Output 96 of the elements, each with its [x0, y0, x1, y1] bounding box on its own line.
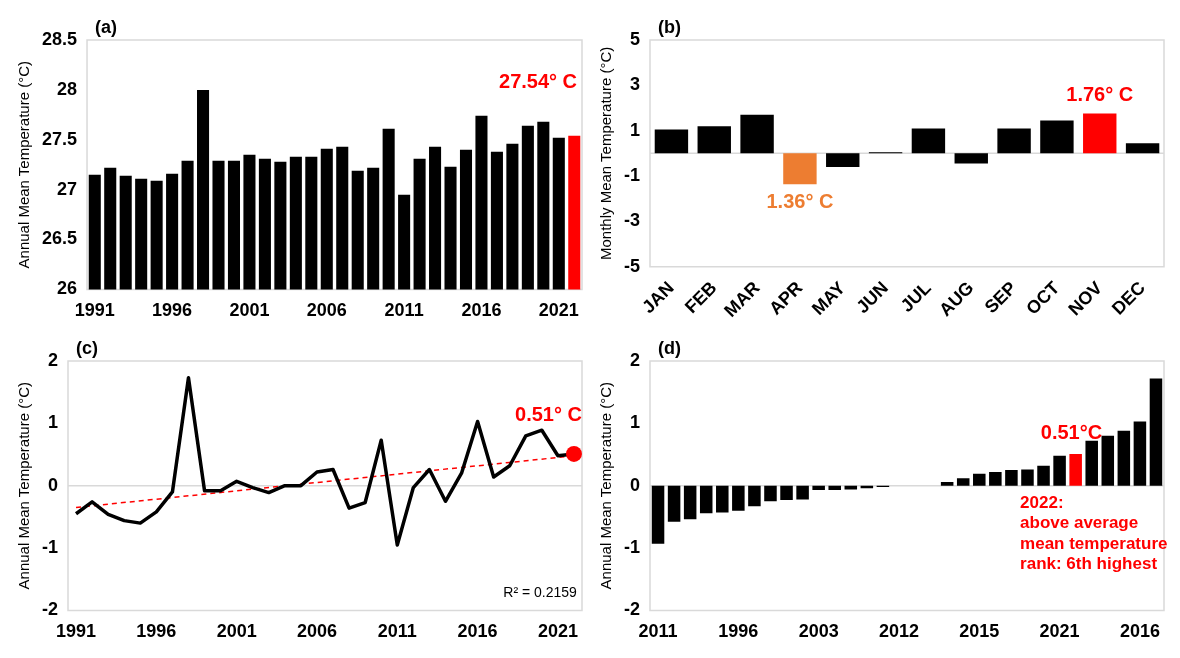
bar — [716, 485, 729, 513]
bar — [1005, 470, 1018, 486]
y-tick-label: 2 — [629, 349, 640, 370]
chart-title: (a) — [95, 16, 118, 37]
x-tick-label: 1996 — [152, 300, 193, 321]
x-tick-label: 2006 — [296, 621, 337, 642]
y-tick-label: -1 — [623, 537, 640, 558]
bar — [1083, 113, 1117, 154]
x-tick-label: 1996 — [718, 621, 759, 642]
x-tick-label: 2016 — [1119, 621, 1160, 642]
bar — [826, 153, 860, 167]
x-tick-label: 2011 — [377, 621, 417, 642]
bar — [956, 478, 970, 486]
bar — [740, 114, 774, 154]
annotation: R² = 0.2159 — [503, 583, 578, 600]
bar — [1085, 440, 1098, 486]
y-tick-label: 0 — [629, 474, 640, 495]
y-axis-title: Annual Mean Temperature (°C) — [15, 60, 33, 269]
bar — [683, 485, 697, 520]
bar — [796, 485, 809, 500]
bar — [911, 128, 946, 154]
bar — [697, 126, 731, 154]
x-tick-label: 2003 — [798, 621, 839, 642]
bar — [1040, 120, 1074, 154]
bar — [654, 129, 689, 154]
annotation: 0.51° C — [515, 403, 582, 426]
y-tick-label: 1 — [47, 412, 58, 433]
y-tick-label: 27 — [57, 178, 78, 199]
bar — [732, 485, 745, 511]
x-tick-label: 2021 — [1039, 621, 1080, 642]
x-tick-label: 2001 — [216, 621, 257, 642]
bar — [828, 485, 841, 491]
bar — [1053, 455, 1066, 486]
bar — [651, 485, 665, 544]
annotation: 1.36° C — [766, 189, 834, 212]
bar — [667, 485, 681, 522]
bar — [1149, 378, 1163, 486]
y-tick-label: -5 — [623, 255, 640, 276]
x-tick-label: 2006 — [306, 300, 347, 321]
bar — [1037, 465, 1050, 486]
x-tick-label: 2021 — [538, 300, 579, 321]
x-tick-label: 1991 — [74, 300, 115, 321]
x-tick-label: 2015 — [959, 621, 1000, 642]
bar — [1069, 453, 1082, 486]
x-tick-label: JUL — [896, 277, 935, 316]
x-tick-label: 2016 — [457, 621, 498, 642]
x-tick-label: 2011 — [638, 621, 678, 642]
x-tick-label: 1996 — [136, 621, 177, 642]
bar — [940, 481, 954, 486]
bar — [1133, 421, 1147, 486]
y-tick-label: -1 — [41, 537, 58, 558]
y-tick-label: 26 — [57, 278, 78, 299]
y-tick-label: 5 — [629, 28, 640, 49]
bar — [973, 473, 986, 486]
y-axis-title: Annual Mean Temperature (°C) — [15, 381, 33, 590]
y-tick-label: -1 — [623, 165, 640, 186]
y-axis-title: Monthly Mean Temperature (°C) — [597, 46, 615, 261]
bar — [783, 153, 817, 185]
x-tick-label: 2016 — [461, 300, 502, 321]
chart-title: (b) — [658, 16, 681, 37]
bar — [699, 485, 713, 514]
bar — [780, 485, 793, 501]
y-tick-label: 1 — [629, 412, 640, 433]
y-tick-label: -2 — [41, 599, 58, 620]
bar — [989, 471, 1002, 486]
chart-title: (c) — [76, 337, 99, 358]
y-tick-label: -2 — [623, 599, 640, 620]
y-tick-label: 28 — [57, 78, 78, 99]
y-tick-label: 3 — [629, 74, 640, 95]
x-tick-label: 2012 — [878, 621, 919, 642]
bar — [812, 485, 825, 491]
bar — [1101, 435, 1115, 486]
x-tick-label: 2011 — [384, 300, 424, 321]
bar — [764, 485, 777, 502]
y-tick-label: 26.5 — [41, 228, 78, 249]
y-tick-label: -3 — [623, 210, 640, 231]
x-tick-label: 2021 — [537, 621, 578, 642]
bar — [1125, 143, 1160, 154]
bar — [748, 485, 761, 507]
annotation: 2022: above average mean temperature rank: 6th highest — [1020, 492, 1168, 574]
annotation: 27.54° C — [499, 69, 578, 92]
bar — [954, 153, 988, 164]
y-tick-label: 1 — [629, 119, 640, 140]
chart-title: (d) — [658, 337, 681, 358]
y-tick-label: 27.5 — [41, 128, 78, 149]
x-tick-label: 1991 — [56, 621, 97, 642]
bar — [997, 128, 1031, 154]
x-tick-label: 2001 — [229, 300, 270, 321]
y-tick-label: 2 — [47, 349, 58, 370]
y-tick-label: 0 — [47, 474, 58, 495]
y-axis-title: Annual Mean Temperature (°C) — [597, 381, 615, 590]
bar — [1117, 430, 1131, 486]
annotation: 1.76° C — [1066, 82, 1134, 105]
bar — [1021, 469, 1034, 486]
annotation: 0.51°C — [1040, 420, 1103, 443]
y-tick-label: 28.5 — [41, 28, 78, 49]
